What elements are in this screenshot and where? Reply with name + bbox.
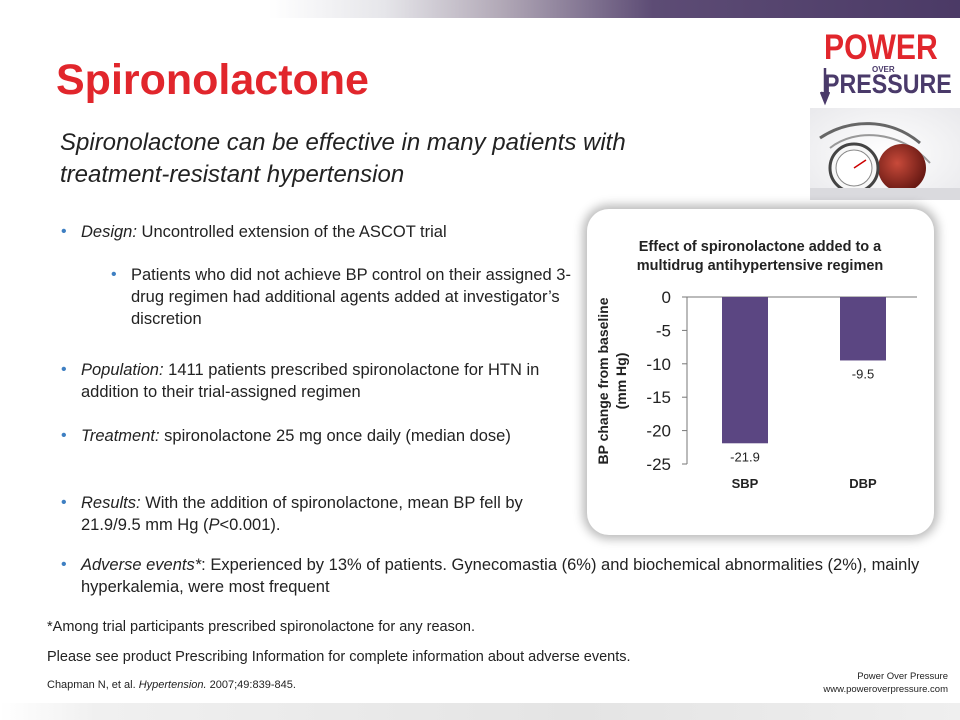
population-text: 1411 patients prescribed spironolactone … [81, 361, 540, 401]
footer-website: www.poweroverpressure.com [823, 684, 948, 695]
bar-sbp [722, 297, 768, 444]
results-p-symbol: P [208, 516, 220, 534]
citation: Chapman N, et al. Hypertension. 2007;49:… [47, 679, 296, 691]
bullet-results: • Results: With the addition of spironola… [61, 492, 571, 536]
arrow-down-icon [820, 68, 830, 106]
treatment-text: spironolactone 25 mg once daily (median … [159, 427, 511, 445]
y-tick-label: 0 [662, 288, 671, 307]
adverse-label: Adverse events* [81, 556, 202, 574]
logo-over-text: OVER [870, 65, 897, 74]
x-category-label: DBP [849, 476, 877, 491]
slide-title: Spironolactone [56, 56, 369, 104]
slide-subtitle: Spironolactone can be effective in many … [60, 129, 626, 188]
bullet-dot-icon: • [61, 361, 67, 378]
bar-value-label: -9.5 [852, 366, 874, 381]
y-tick-label: -15 [646, 388, 671, 407]
citation-journal: Hypertension. [138, 679, 207, 691]
bullet-design: • Design: Uncontrolled extension of the A… [61, 221, 561, 243]
design-text: Uncontrolled extension of the ASCOT tria… [136, 223, 447, 241]
footnote-prescribing-info: Please see product Prescribing Informati… [47, 649, 631, 665]
design-sub-text: Patients who did not achieve BP control … [131, 266, 571, 328]
chart-title-line-1: Effect of spironolactone added to a [639, 239, 882, 255]
logo-pressure-text: PRESSURE [824, 69, 952, 99]
blood-pressure-gauge-image [810, 108, 960, 200]
results-text-2: <0.001). [219, 516, 281, 534]
y-tick-label: -10 [646, 355, 671, 374]
y-tick-label: -20 [646, 422, 671, 441]
citation-authors: Chapman N, et al. [47, 679, 139, 691]
population-label: Population: [81, 361, 164, 379]
adverse-text: : Experienced by 13% of patients. Gyneco… [81, 556, 920, 596]
bullet-population: • Population: 1411 patients prescribed sp… [61, 359, 576, 403]
citation-details: 2007;49:839-845. [206, 679, 296, 691]
bar-value-label: -21.9 [730, 449, 760, 464]
top-gradient-band [0, 0, 960, 18]
bp-change-bar-chart: Effect of spironolactone added to a mult… [595, 239, 917, 491]
footnote-asterisk: *Among trial participants prescribed spi… [47, 619, 475, 635]
bullet-dot-icon: • [61, 556, 67, 573]
bullet-dot-icon: • [111, 266, 117, 283]
results-label: Results: [81, 494, 141, 512]
results-text-1: With the addition of spironolactone, mea… [81, 494, 523, 534]
chart-title-line-2: multidrug antihypertensive regimen [637, 258, 884, 274]
y-tick-label: -25 [646, 455, 671, 474]
bottom-band [0, 703, 960, 720]
chart-card: Effect of spironolactone added to a mult… [587, 209, 934, 535]
bullet-treatment: • Treatment: spironolactone 25 mg once da… [61, 425, 521, 447]
y-axis-label-line-1: BP change from baseline [595, 297, 611, 464]
design-label: Design: [81, 223, 137, 241]
bullet-dot-icon: • [61, 223, 67, 240]
y-axis-label-line-2: (mm Hg) [613, 353, 629, 410]
power-over-pressure-logo: POWER OVER PRESSURE [820, 28, 952, 112]
logo-power-text: POWER [824, 28, 938, 67]
treatment-label: Treatment: [81, 427, 160, 445]
bullet-adverse-events: • Adverse events*: Experienced by 13% of … [61, 554, 926, 598]
footer-brand-name: Power Over Pressure [857, 671, 948, 682]
bullet-dot-icon: • [61, 427, 67, 444]
footer-branding: Power Over Pressure www.poweroverpressur… [823, 670, 948, 696]
bullet-dot-icon: • [61, 494, 67, 511]
x-category-label: SBP [732, 476, 759, 491]
y-tick-label: -5 [656, 321, 671, 340]
bar-dbp [840, 297, 886, 361]
bullet-design-sub: • Patients who did not achieve BP control… [111, 264, 571, 330]
